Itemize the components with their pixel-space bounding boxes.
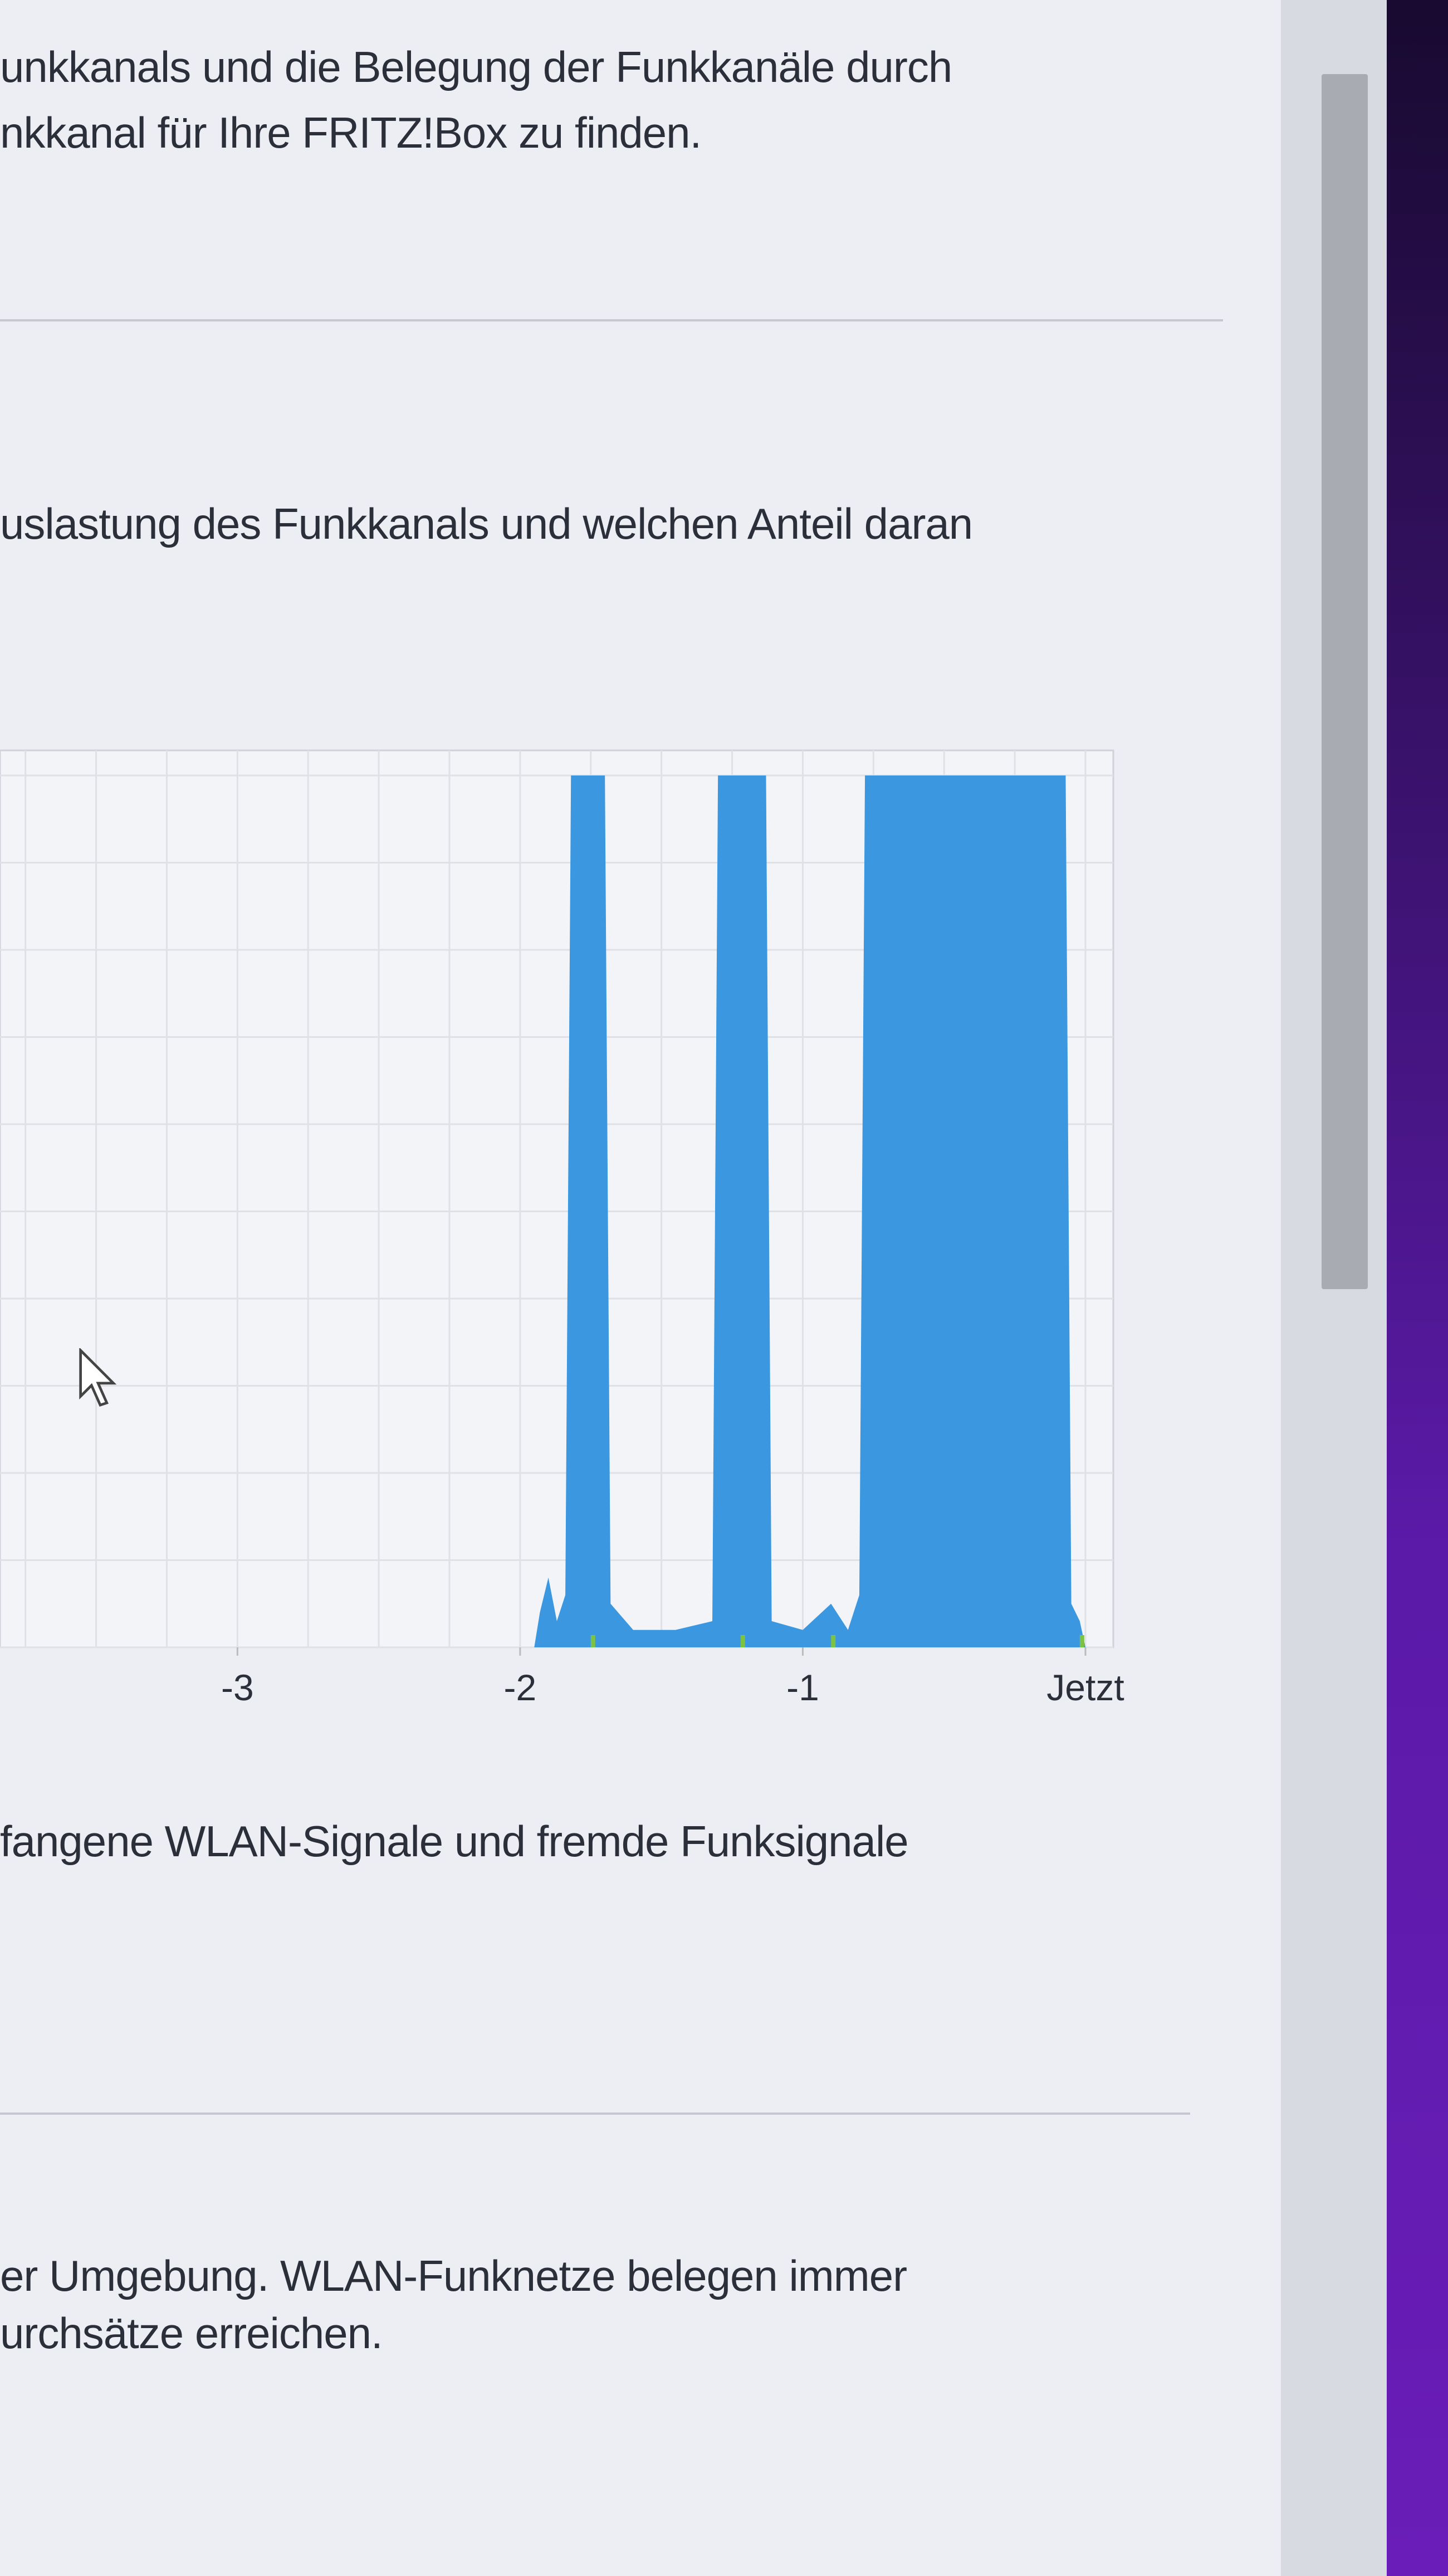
series-area: [534, 775, 1085, 1647]
minor-signal-mark: [831, 1635, 836, 1647]
mouse-pointer-icon: [79, 1348, 117, 1407]
signals-description: fangene WLAN-Signale und fremde Funksign…: [0, 1817, 909, 1866]
channel-load-chart: -3 -2 -1 Jetzt: [0, 749, 1124, 1708]
section-divider-2: [0, 2112, 1190, 2115]
x-tick-label: -2: [504, 1667, 537, 1708]
channel-load-description: uslastung des Funkkanals und welchen Ant…: [0, 499, 973, 548]
environment-text-line1: er Umgebung. WLAN-Funknetze belegen imme…: [0, 2251, 907, 2300]
page-content: unkkanals und die Belegung der Funkkanäl…: [0, 0, 1281, 2576]
section-divider: [0, 319, 1223, 321]
minor-signal-mark: [1079, 1635, 1084, 1647]
scrollbar-thumb[interactable]: [1322, 74, 1368, 1289]
x-tick-label: -3: [221, 1667, 254, 1708]
x-tick-label: -1: [786, 1667, 819, 1708]
minor-signal-mark: [740, 1635, 745, 1647]
intro-text-line1: unkkanals und die Belegung der Funkkanäl…: [0, 42, 952, 91]
minor-signal-mark: [590, 1635, 595, 1647]
x-tick-label: Jetzt: [1046, 1667, 1124, 1708]
intro-text-line2: nkkanal für Ihre FRITZ!Box zu finden.: [0, 108, 702, 157]
environment-text-line2: urchsätze erreichen.: [0, 2309, 383, 2358]
desktop-background: [1387, 0, 1448, 2576]
